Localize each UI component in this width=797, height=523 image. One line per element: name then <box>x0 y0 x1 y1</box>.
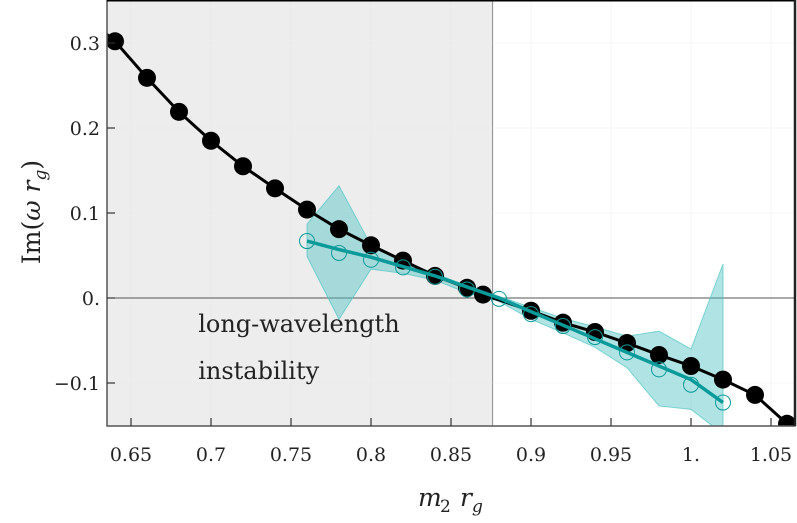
svg-text:0.9: 0.9 <box>516 444 546 466</box>
svg-text:r: r <box>460 483 474 512</box>
data-point-filled <box>266 179 284 198</box>
data-point-open <box>331 244 347 261</box>
data-point-open <box>459 281 475 298</box>
data-point-filled <box>138 68 156 87</box>
data-point-filled <box>170 102 188 121</box>
data-point-open <box>683 376 699 393</box>
svg-text:0.85: 0.85 <box>430 444 472 466</box>
svg-text:0.1: 0.1 <box>70 203 100 225</box>
data-point-filled <box>714 370 732 389</box>
svg-text:2: 2 <box>440 497 451 517</box>
series-fit <box>299 233 731 411</box>
data-point-open <box>427 268 443 285</box>
svg-text:m: m <box>418 483 442 512</box>
data-point-open <box>523 306 539 323</box>
data-point-open <box>491 290 507 307</box>
data-point-open <box>651 361 667 378</box>
data-point-filled <box>298 200 316 219</box>
svg-text:0.65: 0.65 <box>110 444 152 466</box>
svg-text:1.05: 1.05 <box>750 444 792 466</box>
svg-text:long-wavelength: long-wavelength <box>198 310 399 338</box>
data-point-open <box>587 329 603 346</box>
svg-text:g: g <box>472 497 483 517</box>
svg-text:1.: 1. <box>682 444 700 466</box>
svg-text:0.: 0. <box>82 288 100 310</box>
svg-text:0.2: 0.2 <box>70 118 100 140</box>
x-axis-ticks: 0.65 0.7 0.75 0.8 0.85 0.9 0.95 1. 1.05 <box>110 418 792 466</box>
data-point-filled <box>362 236 380 255</box>
x-axis-label: m 2 r g <box>418 483 483 517</box>
svg-text:0.3: 0.3 <box>70 33 100 55</box>
data-point-filled <box>650 345 668 364</box>
data-point-filled <box>107 32 124 51</box>
data-point-filled <box>778 414 795 426</box>
data-point-open <box>363 251 379 268</box>
data-point-filled <box>330 220 348 239</box>
svg-text:0.75: 0.75 <box>270 444 312 466</box>
data-point-open <box>555 318 571 335</box>
annotation-long-wavelength-instability: long-wavelength instability <box>198 310 399 385</box>
data-point-open <box>299 233 315 250</box>
data-point-open <box>619 344 635 361</box>
data-point-filled <box>618 334 636 353</box>
svg-text:0.95: 0.95 <box>590 444 632 466</box>
svg-text:0.8: 0.8 <box>356 444 386 466</box>
svg-text:instability: instability <box>198 357 319 385</box>
svg-text:−0.1: −0.1 <box>54 373 100 395</box>
svg-text:Im(ω rg): Im(ω rg) <box>17 160 51 264</box>
data-point-open <box>715 394 731 411</box>
data-point-filled <box>746 385 764 404</box>
data-point-open <box>395 259 411 276</box>
data-point-filled <box>682 357 700 375</box>
svg-text:0.7: 0.7 <box>196 444 226 466</box>
data-point-filled <box>202 131 220 150</box>
grid-lines <box>107 0 795 426</box>
y-axis-ticks: 0.3 0.2 0.1 0. −0.1 <box>54 33 115 395</box>
y-axis-label: Im(ω rg) <box>17 160 51 264</box>
data-point-filled <box>234 157 252 176</box>
